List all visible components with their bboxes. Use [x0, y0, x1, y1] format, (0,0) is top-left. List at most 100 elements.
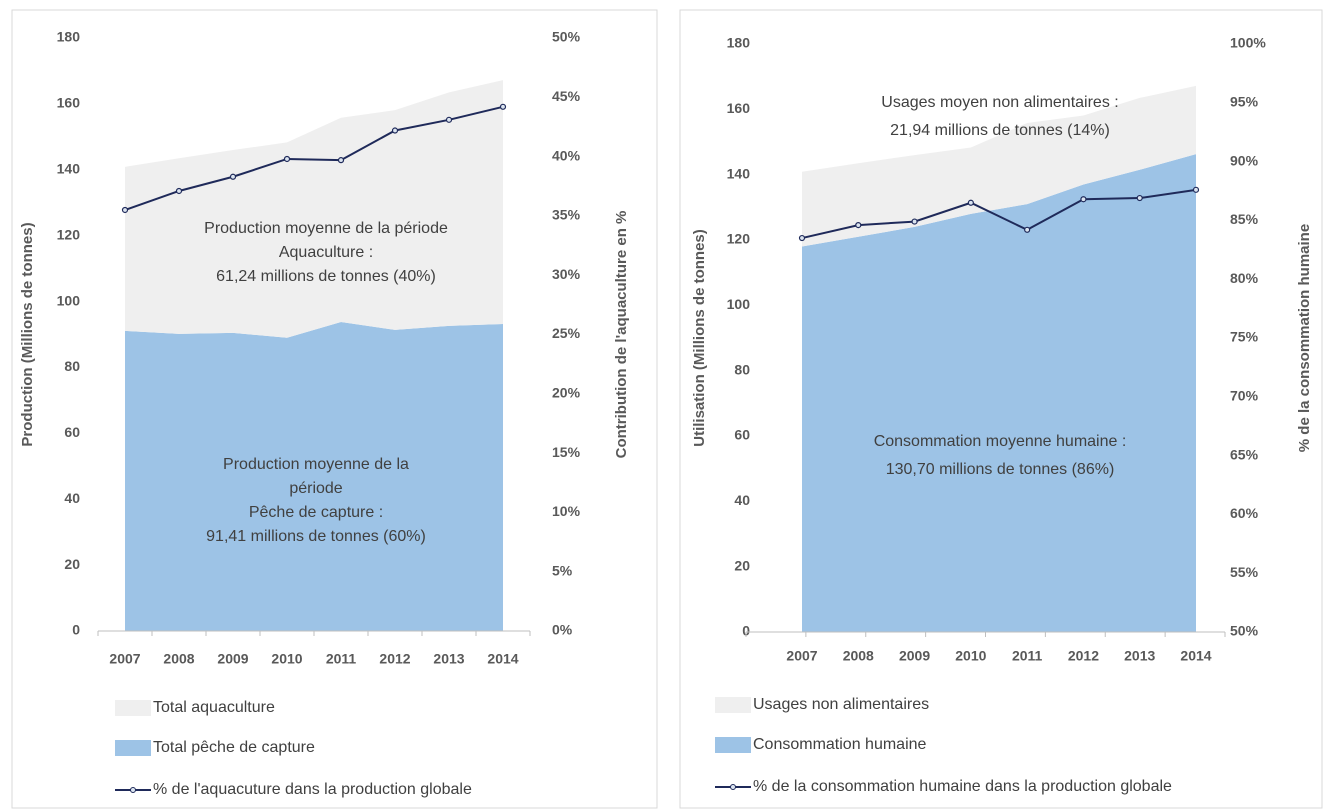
legend-swatch — [115, 700, 151, 716]
annotation: Production moyenne de la — [223, 456, 409, 473]
legend-swatch — [115, 740, 151, 756]
line — [801, 188, 1197, 240]
y2-tick-label: 50% — [552, 29, 581, 45]
y2-tick-label: 0% — [552, 622, 573, 638]
line-marker — [798, 234, 806, 242]
y-axis-title: Utilisation (Millions de tonnes) — [691, 229, 708, 447]
x-tick-label: 2007 — [786, 648, 817, 664]
y-tick-label: 140 — [727, 165, 751, 181]
line-marker — [445, 116, 453, 123]
y2-tick-label: 60% — [1230, 505, 1259, 521]
x-tick-label: 2011 — [1012, 648, 1043, 664]
legend-swatch — [715, 737, 751, 753]
line-marker — [911, 218, 918, 225]
y2-tick-label: 15% — [552, 444, 581, 460]
y-tick-label: 0 — [742, 623, 750, 639]
x-tick-label: 2007 — [109, 651, 140, 667]
legend-label: Usages non alimentaires — [753, 696, 929, 713]
area — [802, 85, 1196, 247]
y2-tick-label: 40% — [552, 147, 581, 163]
line-marker — [229, 173, 237, 180]
y-tick-label: 160 — [727, 100, 751, 116]
y-tick-label: 20 — [734, 557, 750, 573]
line-marker — [391, 127, 399, 134]
line-marker — [175, 187, 183, 195]
x-tick-label: 2012 — [1068, 648, 1099, 664]
y2-tick-label: 10% — [552, 503, 581, 519]
y-tick-label: 120 — [57, 226, 81, 242]
y2-tick-label: 30% — [552, 266, 581, 282]
y2-axis-title: % de la consommation humaine — [1296, 224, 1313, 452]
annotation: Production moyenne de la période — [204, 220, 448, 237]
y-tick-label: 40 — [734, 492, 750, 508]
legend-label: % de l'aquacuture dans la production glo… — [153, 781, 472, 798]
y-axis-title: Production (Millions de tonnes) — [19, 222, 36, 446]
annotation: Pêche de capture : — [249, 504, 383, 521]
annotation: Aquaculture : — [279, 244, 373, 261]
x-tick-label: 2008 — [843, 648, 874, 664]
y-tick-label: 100 — [57, 292, 81, 308]
y-tick-label: 100 — [727, 296, 751, 312]
x-tick-label: 2014 — [1180, 648, 1211, 664]
y2-tick-label: 75% — [1230, 329, 1259, 345]
y2-tick-label: 50% — [1230, 623, 1259, 639]
x-tick-label: 2011 — [326, 651, 357, 667]
legend-swatch — [715, 697, 751, 713]
annotation: Consommation moyenne humaine : — [874, 433, 1127, 450]
annotation: 130,70 millions de tonnes (86%) — [886, 461, 1115, 478]
y2-tick-label: 85% — [1230, 211, 1259, 227]
y2-tick-label: 20% — [552, 385, 581, 401]
y2-tick-label: 45% — [552, 88, 581, 104]
y-tick-label: 140 — [57, 160, 81, 176]
y2-tick-label: 80% — [1230, 270, 1259, 286]
y-tick-label: 60 — [64, 424, 80, 440]
x-tick-label: 2012 — [379, 651, 410, 667]
line-marker — [283, 155, 291, 163]
line-marker — [121, 206, 129, 214]
annotation: Usages moyen non alimentaires : — [881, 94, 1118, 111]
legend-label: Total pêche de capture — [153, 739, 315, 756]
legend-label: Consommation humaine — [753, 736, 927, 753]
y-tick-label: 160 — [57, 95, 81, 111]
y2-tick-label: 35% — [552, 207, 581, 223]
area — [125, 321, 503, 631]
y2-tick-label: 5% — [552, 562, 573, 578]
y2-tick-label: 25% — [552, 325, 581, 341]
x-tick-label: 2013 — [433, 651, 464, 667]
y2-tick-label: 65% — [1230, 446, 1259, 462]
x-tick-label: 2014 — [487, 651, 518, 667]
legend-marker — [730, 784, 736, 790]
panel-frame — [679, 9, 1323, 809]
y-tick-label: 180 — [57, 29, 81, 45]
y-tick-label: 20 — [64, 556, 80, 572]
line-marker — [337, 157, 345, 164]
annotation: 21,94 millions de tonnes (14%) — [890, 122, 1110, 139]
y2-tick-label: 55% — [1230, 564, 1259, 580]
x-tick-label: 2010 — [955, 648, 986, 664]
y-tick-label: 180 — [727, 35, 751, 51]
y-tick-label: 60 — [734, 427, 750, 443]
area — [802, 154, 1196, 632]
annotation: 61,24 millions de tonnes (40%) — [216, 268, 436, 285]
y2-tick-label: 90% — [1230, 152, 1259, 168]
y-tick-label: 120 — [727, 231, 751, 247]
legend-label: % de la consommation humaine dans la pro… — [753, 778, 1172, 795]
line-marker — [1024, 226, 1031, 233]
y2-tick-label: 95% — [1230, 94, 1259, 110]
line-marker — [1136, 194, 1143, 202]
line-marker — [855, 222, 862, 229]
line — [124, 105, 504, 211]
x-tick-label: 2013 — [1124, 648, 1155, 664]
y2-tick-label: 100% — [1230, 35, 1266, 51]
panel-frame — [11, 9, 658, 809]
x-tick-label: 2009 — [217, 651, 248, 667]
y2-tick-label: 70% — [1230, 388, 1259, 404]
x-tick-label: 2008 — [163, 651, 194, 667]
legend-label: Total aquaculture — [153, 699, 275, 716]
y-tick-label: 0 — [72, 622, 80, 638]
line-marker — [1080, 196, 1087, 203]
x-tick-label: 2009 — [899, 648, 930, 664]
line-marker — [1192, 186, 1200, 193]
y-tick-label: 80 — [734, 361, 750, 377]
line-marker — [967, 199, 974, 206]
